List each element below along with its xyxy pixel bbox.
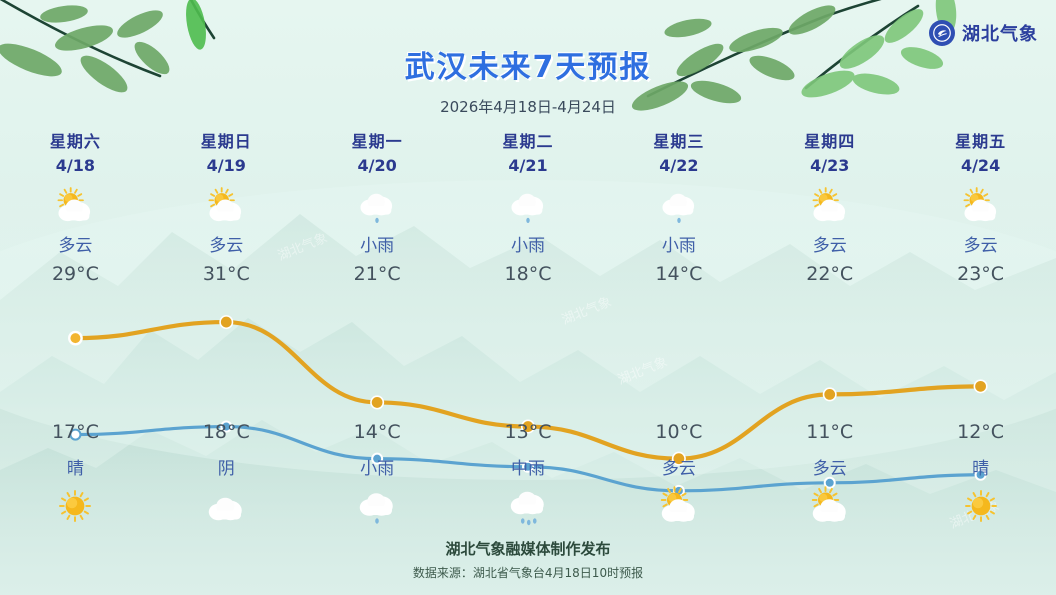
logo-text: 湖北气象 bbox=[962, 24, 1038, 45]
circular-emblem-icon bbox=[929, 20, 955, 46]
sun-icon bbox=[51, 482, 99, 530]
day-condition-label: 多云 bbox=[963, 236, 998, 256]
weekday-label: 星期二 bbox=[502, 132, 554, 151]
sun-icon bbox=[957, 482, 1005, 530]
high-temperature: 22°C bbox=[806, 263, 854, 285]
night-condition-label: 多云 bbox=[661, 459, 696, 479]
moderate-rain-icon bbox=[504, 482, 552, 530]
forecast-day-column: 星期一 4/20 小雨 21°C 14°C 小雨 bbox=[302, 128, 453, 548]
page-title: 武汉未来7天预报 bbox=[404, 50, 652, 85]
day-condition-label: 小雨 bbox=[360, 236, 395, 256]
sun-behind-cloud-icon bbox=[958, 183, 1004, 229]
high-temperature: 31°C bbox=[202, 263, 250, 285]
date-range: 2026年4月18日-4月24日 bbox=[440, 98, 616, 116]
low-temperature: 18°C bbox=[202, 421, 250, 443]
sun-behind-cloud-icon bbox=[655, 482, 703, 530]
high-temperature: 21°C bbox=[353, 263, 401, 285]
high-temperature: 29°C bbox=[51, 263, 99, 285]
night-condition-label: 晴 bbox=[972, 459, 990, 479]
night-condition-label: 多云 bbox=[812, 459, 847, 479]
date-label: 4/19 bbox=[206, 156, 246, 175]
sun-behind-cloud-icon bbox=[807, 183, 853, 229]
light-rain-icon bbox=[354, 183, 400, 229]
cloud-icon bbox=[202, 482, 250, 530]
date-label: 4/23 bbox=[810, 156, 850, 175]
low-temperature: 10°C bbox=[655, 421, 703, 443]
high-temperature: 23°C bbox=[957, 263, 1005, 285]
forecast-day-column: 星期六 4/18 多云 29°C 17°C 晴 bbox=[0, 128, 151, 548]
sun-behind-cloud-icon bbox=[203, 183, 249, 229]
low-temperature: 11°C bbox=[806, 421, 854, 443]
low-temperature: 12°C bbox=[957, 421, 1005, 443]
light-rain-icon bbox=[505, 183, 551, 229]
brand-logo: 湖北气象 bbox=[929, 20, 1038, 46]
night-condition-label: 小雨 bbox=[360, 459, 395, 479]
forecast-day-column: 星期五 4/24 多云 23°C 12°C 晴 bbox=[905, 128, 1056, 548]
forecast-day-column: 星期日 4/19 多云 31°C 18°C 阴 bbox=[151, 128, 302, 548]
night-condition-label: 中雨 bbox=[511, 459, 545, 479]
light-rain-icon bbox=[353, 482, 401, 530]
weekday-label: 星期五 bbox=[955, 132, 1007, 151]
weekday-label: 星期一 bbox=[351, 132, 403, 151]
date-label: 4/24 bbox=[960, 156, 1001, 175]
night-condition-label: 晴 bbox=[66, 459, 84, 479]
footer-publisher: 湖北气象融媒体制作发布 bbox=[445, 540, 611, 558]
low-temperature: 17°C bbox=[51, 421, 99, 443]
forecast-day-column: 星期四 4/23 多云 22°C 11°C 多云 bbox=[754, 128, 905, 548]
night-condition-label: 阴 bbox=[217, 459, 235, 479]
weekday-label: 星期三 bbox=[653, 132, 705, 151]
high-temperature: 18°C bbox=[504, 263, 552, 285]
date-label: 4/18 bbox=[55, 156, 96, 175]
sun-behind-cloud-icon bbox=[52, 183, 98, 229]
low-temperature: 14°C bbox=[353, 421, 401, 443]
weekday-label: 星期四 bbox=[804, 132, 856, 151]
footer-source: 数据来源：湖北省气象台4月18日10时预报 bbox=[412, 566, 644, 580]
weekday-label: 星期六 bbox=[49, 132, 101, 151]
forecast-day-column: 星期三 4/22 小雨 14°C 10°C 多云 bbox=[603, 128, 754, 548]
high-temperature: 14°C bbox=[655, 263, 703, 285]
date-label: 4/21 bbox=[508, 156, 548, 175]
day-condition-label: 多云 bbox=[209, 236, 244, 256]
light-rain-icon bbox=[656, 183, 702, 229]
weekday-label: 星期日 bbox=[200, 132, 252, 151]
forecast-day-column: 星期二 4/21 小雨 18°C 13°C 中雨 bbox=[453, 128, 604, 548]
sun-behind-cloud-icon bbox=[806, 482, 854, 530]
date-label: 4/20 bbox=[357, 156, 397, 175]
forecast-grid: 星期六 4/18 多云 29°C 17°C 晴 星期日 4/19 多云 31°C 18°C 阴 … bbox=[0, 128, 1056, 548]
day-condition-label: 小雨 bbox=[661, 236, 696, 256]
day-condition-label: 小雨 bbox=[511, 236, 545, 256]
day-condition-label: 多云 bbox=[812, 236, 847, 256]
low-temperature: 13°C bbox=[504, 421, 552, 443]
date-label: 4/22 bbox=[659, 156, 699, 175]
day-condition-label: 多云 bbox=[58, 236, 93, 256]
